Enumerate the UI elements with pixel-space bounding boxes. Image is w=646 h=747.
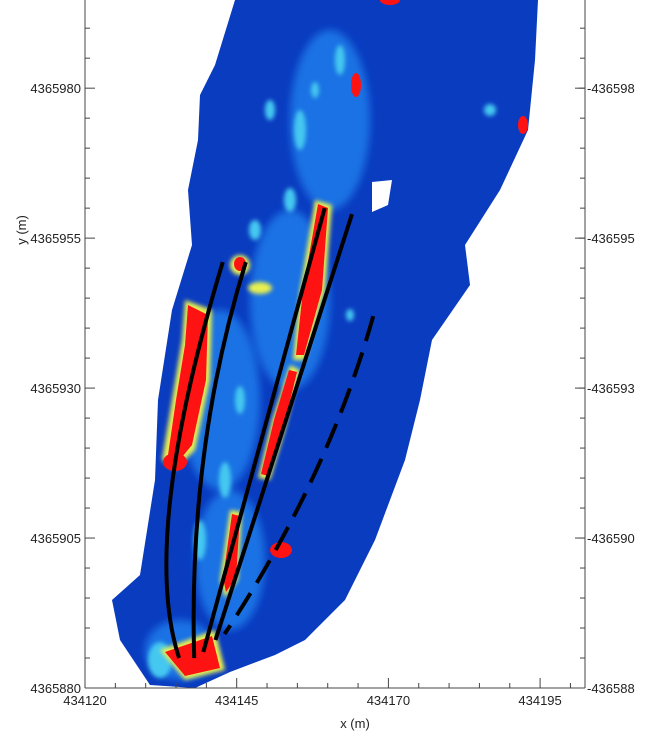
right-y-tick-label: -436588 — [587, 681, 635, 696]
y-tick-label: 4365880 — [30, 681, 81, 696]
right-y-tick-label: -436598 — [587, 81, 635, 96]
high-intensity-cyan — [148, 45, 496, 678]
heatmap-field — [112, 0, 538, 688]
x-tick-label: 434145 — [215, 693, 258, 708]
x-tick-label: 434120 — [63, 693, 106, 708]
x-axis-label: x (m) — [340, 716, 370, 731]
x-tick-label: 434170 — [367, 693, 410, 708]
ticks: 434120 434145 434170 434195 4365880 -436588 43… — [30, 27, 635, 708]
overlay-line — [191, 261, 248, 659]
x-tick-label: 434195 — [518, 693, 561, 708]
dashed-overlay-line — [222, 315, 376, 636]
y-tick-label: 4365905 — [30, 531, 81, 546]
y-tick-label: 4365955 — [30, 231, 81, 246]
overlay-line — [213, 213, 354, 641]
right-y-tick-label: -436590 — [587, 531, 635, 546]
y-tick-label: 4365930 — [30, 381, 81, 396]
y-tick-label: 4365980 — [30, 81, 81, 96]
overlay-line — [164, 261, 225, 659]
right-y-tick-label: -436593 — [587, 381, 635, 396]
axes — [84, 0, 586, 689]
overlay-line — [201, 207, 327, 653]
overlay-lines — [164, 207, 376, 659]
right-y-tick-label: -436595 — [587, 231, 635, 246]
y-axis-label: y (m) — [14, 215, 29, 245]
survey-gap — [372, 180, 392, 212]
